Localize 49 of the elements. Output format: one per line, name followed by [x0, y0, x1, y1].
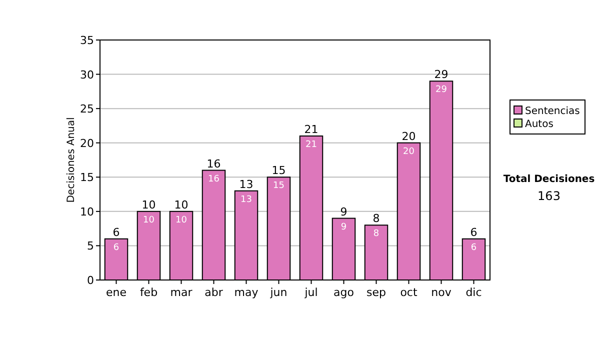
data-label: 21 [304, 123, 318, 136]
y-tick-label: 30 [80, 68, 94, 82]
x-tick-label: abr [204, 286, 224, 299]
y-tick-label: 15 [80, 171, 94, 184]
x-tick-label: ago [334, 286, 354, 299]
x-tick-label: mar [170, 286, 193, 299]
y-axis-title: Decisiones Anual [66, 117, 77, 203]
annotation: 15 [273, 181, 284, 192]
data-label: 6 [112, 226, 120, 239]
annotation: 20 [403, 146, 415, 157]
legend-label: Autos [525, 119, 554, 130]
data-label: 10 [142, 198, 156, 212]
annotation: 10 [143, 215, 155, 226]
annotation: 16 [208, 174, 220, 184]
annotation: 9 [340, 222, 347, 232]
x-tick-label: may [234, 286, 259, 299]
x-tick-label: oct [400, 286, 418, 299]
y-tick-label: 25 [80, 102, 94, 116]
data-label: 15 [272, 164, 286, 178]
annotation: 10 [176, 215, 188, 226]
data-label: 20 [402, 130, 416, 143]
y-tick-label: 0 [87, 274, 94, 287]
y-tick-label: 35 [80, 34, 94, 47]
data-label: 13 [239, 178, 254, 191]
text: Total Decisiones [503, 174, 595, 185]
data-label: 16 [206, 157, 221, 170]
data-label: 29 [434, 68, 448, 82]
annotation: 13 [240, 194, 252, 205]
text: 163 [538, 189, 560, 203]
y-tick-label: 5 [87, 240, 94, 253]
data-label: 8 [372, 212, 380, 226]
annotation: 8 [373, 229, 380, 240]
annotation: 29 [436, 85, 448, 96]
legend-label: Sentencias [525, 106, 580, 117]
data-label: 10 [174, 198, 188, 212]
y-tick-label: 10 [80, 205, 94, 218]
x-tick-label: ene [106, 286, 127, 299]
y-tick-label: 20 [80, 136, 94, 150]
annotation: 21 [306, 140, 317, 150]
x-tick-label: jul [304, 286, 318, 299]
x-tick-label: nov [431, 286, 452, 299]
data-label: 6 [470, 226, 478, 239]
x-tick-label: jun [269, 286, 288, 299]
x-tick-label: feb [140, 286, 158, 299]
data-label: 9 [340, 205, 348, 218]
x-tick-label: dic [466, 286, 482, 299]
x-tick-label: sep [366, 286, 386, 299]
annotation: 6 [470, 242, 477, 253]
annotation: 6 [113, 242, 120, 253]
